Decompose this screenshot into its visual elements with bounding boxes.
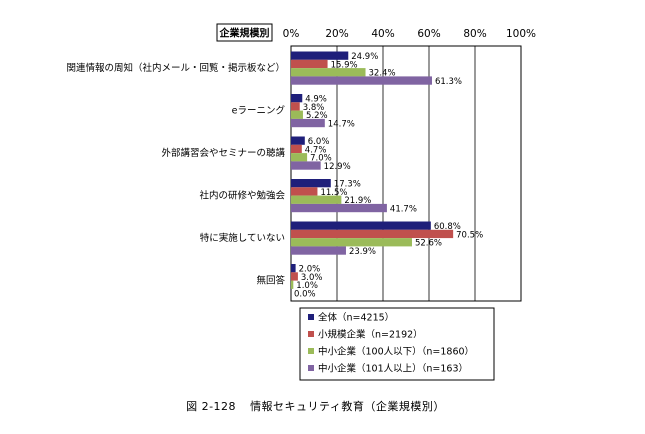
bar bbox=[291, 76, 432, 85]
category-label: 関連情報の周知（社内メール・回覧・掲示板など） bbox=[66, 62, 285, 74]
data-label: 15.9% bbox=[331, 60, 358, 70]
category-label: 特に実施していない bbox=[200, 232, 285, 244]
data-label: 70.5% bbox=[456, 230, 483, 240]
data-label: 23.9% bbox=[349, 247, 376, 257]
category-label: 無回答 bbox=[256, 274, 285, 286]
bar bbox=[291, 94, 303, 103]
category-label: 外部講習会やセミナーの聴講 bbox=[161, 147, 285, 159]
data-label: 14.7% bbox=[328, 119, 355, 129]
legend-swatch bbox=[308, 314, 314, 320]
tick-label: 40% bbox=[371, 28, 394, 40]
data-label: 41.7% bbox=[390, 204, 417, 214]
data-label: 21.9% bbox=[344, 196, 371, 206]
bar bbox=[291, 59, 328, 69]
legend-label: 中小企業（101人以上）（n=163） bbox=[318, 363, 468, 375]
legend-swatch bbox=[308, 348, 314, 354]
data-label: 17.3% bbox=[334, 180, 361, 190]
tick-label: 100% bbox=[506, 28, 536, 40]
legend-label: 小規模企業（n=2192） bbox=[318, 329, 423, 341]
data-label: 2.0% bbox=[299, 265, 321, 275]
legend-label: 全体（n=4215） bbox=[318, 312, 394, 324]
caption-title: 情報セキュリティ教育（企業規模別） bbox=[250, 400, 445, 413]
legend-box bbox=[299, 307, 495, 381]
bar bbox=[291, 264, 296, 273]
bar bbox=[291, 68, 366, 77]
bar bbox=[291, 221, 431, 230]
bar bbox=[291, 238, 412, 247]
bar bbox=[291, 272, 298, 281]
tick-label: 0% bbox=[283, 28, 300, 40]
tick-label: 60% bbox=[417, 28, 440, 40]
header-box bbox=[216, 23, 273, 42]
data-label: 60.8% bbox=[434, 222, 461, 232]
data-label: 4.9% bbox=[305, 95, 327, 105]
data-label: 12.9% bbox=[324, 162, 351, 172]
bar bbox=[291, 153, 308, 162]
bar bbox=[291, 136, 305, 145]
data-label: 7.0% bbox=[310, 154, 332, 164]
bar bbox=[291, 203, 387, 213]
data-label: 11.5% bbox=[320, 188, 347, 198]
bar bbox=[291, 102, 300, 111]
data-label: 32.4% bbox=[369, 69, 396, 79]
data-label: 0.0% bbox=[294, 289, 316, 299]
data-label: 6.0% bbox=[308, 137, 330, 147]
data-label: 3.8% bbox=[303, 103, 325, 113]
data-label: 61.3% bbox=[435, 77, 462, 87]
bar bbox=[291, 246, 346, 255]
data-label: 52.6% bbox=[415, 239, 442, 249]
category-label: eラーニング bbox=[232, 104, 286, 116]
chart: 企業規模別 0% 20% 40% 60% 80% 100% 関連情報の周知（社内メール・回覧・… bbox=[66, 23, 536, 381]
data-label: 3.0% bbox=[301, 273, 323, 283]
bar bbox=[291, 187, 318, 196]
tick-label: 20% bbox=[325, 28, 348, 40]
figure-caption: 図 2-128 情報セキュリティ教育（企業規模別） bbox=[0, 398, 645, 414]
bar bbox=[291, 118, 325, 128]
bar bbox=[291, 229, 454, 239]
legend-label: 中小企業（100人以下）（n=1860） bbox=[318, 346, 474, 358]
legend-swatch bbox=[308, 365, 314, 371]
bar bbox=[291, 280, 294, 289]
legend-swatch bbox=[308, 331, 314, 337]
tick-label: 80% bbox=[463, 28, 486, 40]
data-label: 5.2% bbox=[306, 111, 328, 121]
bar bbox=[291, 179, 331, 188]
plot-frame bbox=[290, 45, 522, 302]
header-label: 企業規模別 bbox=[219, 27, 270, 40]
data-label: 4.7% bbox=[305, 145, 327, 155]
bar bbox=[291, 144, 302, 154]
data-label: 24.9% bbox=[351, 52, 378, 62]
bar bbox=[291, 195, 342, 204]
bar bbox=[291, 51, 349, 60]
data-label: 1.0% bbox=[296, 281, 318, 291]
caption-number: 図 2-128 bbox=[186, 400, 237, 413]
bar bbox=[291, 110, 303, 119]
bar bbox=[291, 161, 321, 170]
category-label: 社内の研修や勉強会 bbox=[199, 189, 285, 201]
